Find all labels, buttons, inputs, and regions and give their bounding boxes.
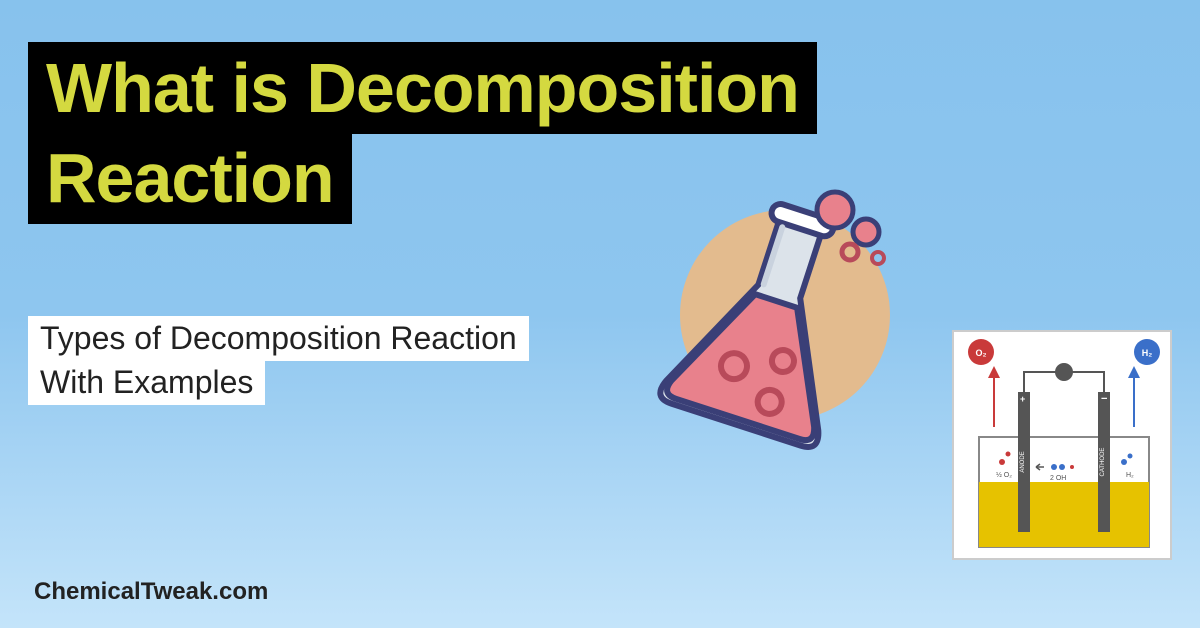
svg-text:H₂: H₂ bbox=[1142, 348, 1153, 358]
svg-text:½ O₂: ½ O₂ bbox=[996, 471, 1012, 479]
svg-text:2 OH: 2 OH bbox=[1050, 475, 1066, 482]
svg-text:−: − bbox=[1101, 393, 1107, 405]
electrolysis-diagram: ANODE CATHODE + − O₂ H₂ ½ O₂ 2 OH H₂ bbox=[952, 330, 1172, 560]
subtitle-line-1: Types of Decomposition Reaction bbox=[28, 316, 529, 361]
flask-icon bbox=[640, 180, 900, 460]
flask-illustration bbox=[640, 180, 900, 460]
footer-website: ChemicalTweak.com bbox=[34, 578, 268, 606]
svg-text:CATHODE: CATHODE bbox=[1100, 448, 1106, 477]
svg-text:+: + bbox=[1020, 394, 1025, 404]
svg-text:H₂: H₂ bbox=[1126, 472, 1134, 479]
title-line-2: Reaction bbox=[28, 132, 352, 224]
title-line-1: What is Decomposition bbox=[28, 42, 817, 134]
svg-text:O₂: O₂ bbox=[976, 348, 987, 358]
electrolysis-icon: ANODE CATHODE + − O₂ H₂ ½ O₂ 2 OH H₂ bbox=[954, 332, 1174, 562]
subtitle-line-2: With Examples bbox=[28, 360, 265, 405]
svg-text:ANODE: ANODE bbox=[1020, 451, 1026, 472]
